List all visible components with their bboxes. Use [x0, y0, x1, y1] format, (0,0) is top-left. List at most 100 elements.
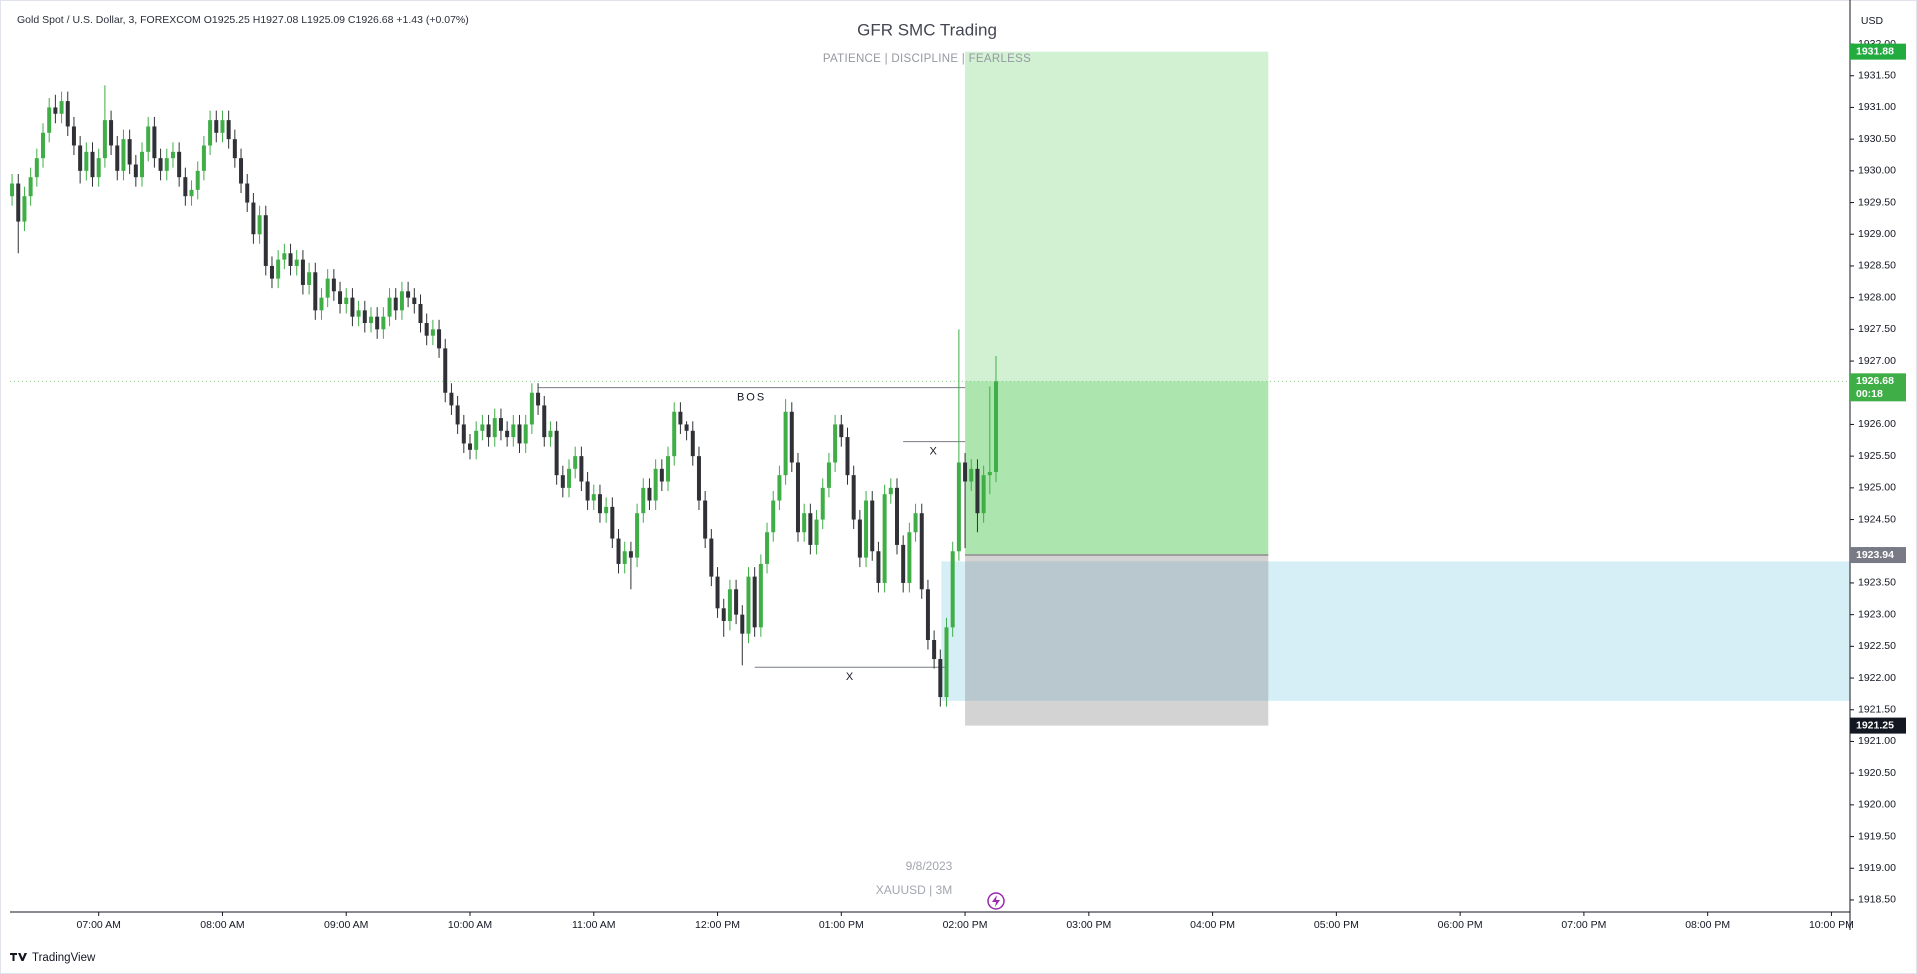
candle-body	[808, 513, 813, 545]
candle-body	[41, 132, 46, 159]
candle-body	[300, 259, 305, 285]
candle-body	[201, 145, 206, 171]
stop-zone	[965, 555, 1269, 726]
candle-body	[975, 468, 980, 514]
candle-body	[257, 215, 262, 235]
x-tick-label: 07:00 AM	[77, 919, 121, 931]
y-tick-label: 1928.50	[1858, 260, 1896, 272]
candle-body	[715, 576, 720, 609]
candle-body	[987, 471, 992, 476]
y-tick-label: 1924.50	[1858, 513, 1896, 525]
candle-body	[239, 158, 244, 184]
price-tag-label: 1926.68	[1856, 375, 1894, 387]
candle-body	[158, 158, 163, 171]
brand-logo[interactable]: TradingView	[10, 952, 96, 964]
candle-body	[399, 291, 404, 311]
y-tick-label: 1925.00	[1858, 482, 1896, 494]
candle-body	[492, 418, 497, 438]
y-tick-label: 1919.50	[1858, 830, 1896, 842]
candle-body	[282, 253, 287, 260]
candle-body	[406, 291, 411, 298]
y-tick-label: 1920.50	[1858, 767, 1896, 779]
brand-name[interactable]: TradingView	[32, 952, 96, 964]
price-tag-label: 1931.88	[1856, 45, 1894, 57]
candle-body	[709, 538, 714, 577]
candle-body	[269, 265, 274, 279]
candle-body	[585, 481, 590, 501]
candle-body	[146, 126, 151, 152]
candle-body	[288, 253, 293, 266]
candle-body	[319, 297, 324, 311]
candle-body	[622, 551, 627, 564]
candle-body	[653, 468, 658, 501]
candle-body	[721, 608, 726, 621]
candle-body	[449, 392, 454, 406]
candle-body	[424, 323, 429, 336]
candle-body	[468, 443, 472, 450]
x-tick-label: 02:00 PM	[943, 919, 988, 931]
brand-icon[interactable]	[10, 953, 27, 961]
y-tick-label: 1930.00	[1858, 165, 1896, 177]
chart-title: GFR SMC Trading	[857, 20, 997, 39]
candle-body	[220, 120, 225, 133]
candle-body	[746, 576, 751, 634]
candle-body	[115, 145, 120, 171]
candle-body	[597, 494, 602, 514]
candle-body	[523, 424, 528, 444]
candle-body	[362, 310, 367, 324]
candle-body	[684, 424, 689, 431]
candle-body	[102, 120, 107, 159]
y-tick-label: 1918.50	[1858, 894, 1896, 906]
candle-body	[10, 183, 15, 197]
x-tick-label: 10:00 AM	[448, 919, 492, 931]
x-tick-label: 11:00 AM	[572, 919, 616, 931]
candle-body	[529, 392, 534, 425]
candle-body	[567, 468, 572, 488]
candle-body	[393, 297, 398, 311]
x-tick-label: 01:00 PM	[819, 919, 864, 931]
price-tag	[1850, 43, 1906, 60]
countdown-label: 00:18	[1856, 388, 1883, 400]
candle-body	[573, 456, 578, 469]
candle-body	[517, 424, 522, 444]
candle-body	[344, 297, 349, 304]
candle-body	[814, 519, 819, 545]
price-tag-label: 1923.94	[1856, 549, 1894, 561]
demand-zone	[941, 561, 1850, 701]
candle-body	[820, 487, 825, 520]
candle-body	[189, 189, 194, 197]
candle-body	[152, 126, 157, 159]
y-tick-label: 1921.50	[1858, 704, 1896, 716]
candle-body	[696, 456, 701, 501]
candle-body	[226, 120, 231, 140]
candle-body	[616, 538, 621, 564]
watermark-date: 9/8/2023	[906, 859, 953, 873]
candle-body	[133, 164, 138, 178]
candle-body	[758, 563, 763, 628]
candle-body	[307, 272, 312, 285]
candle-body	[659, 468, 664, 482]
candle-body	[195, 170, 200, 190]
candle-body	[505, 430, 510, 438]
zones	[941, 51, 1850, 726]
candle-body	[164, 158, 169, 171]
candle-body	[604, 506, 609, 514]
candle-body	[876, 551, 881, 583]
candle-body	[851, 475, 856, 520]
alert-icon-bolt[interactable]	[992, 895, 1000, 907]
candle-body	[28, 177, 33, 197]
alert-icon[interactable]	[987, 892, 1005, 910]
candle-body	[53, 107, 58, 114]
currency-label[interactable]: USD	[1861, 15, 1884, 27]
candle-body	[727, 589, 732, 621]
candle-body	[412, 297, 417, 304]
candle-body	[47, 107, 52, 133]
candle-body	[486, 424, 491, 438]
candle-body	[901, 544, 906, 583]
candle-body	[956, 462, 961, 552]
candle-body	[536, 392, 541, 406]
candle-body	[331, 278, 336, 292]
candle-body	[71, 126, 76, 146]
y-tick-label: 1929.00	[1858, 228, 1896, 240]
y-tick-label: 1927.50	[1858, 323, 1896, 335]
